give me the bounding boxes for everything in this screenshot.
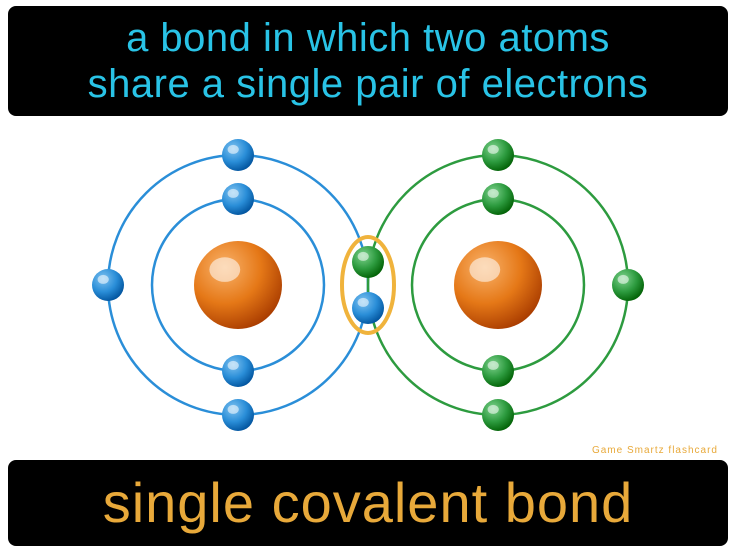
electron-right-3 — [482, 399, 514, 431]
nucleus-left — [194, 241, 282, 329]
definition-line-1: a bond in which two atoms — [126, 15, 610, 61]
electron-left-0 — [222, 139, 254, 171]
electron-left-3 — [222, 399, 254, 431]
bond-diagram — [0, 120, 736, 450]
term-banner: single covalent bond — [8, 460, 728, 546]
electron-right-4 — [612, 269, 644, 301]
definition-line-2: share a single pair of electrons — [88, 61, 649, 107]
term-text: single covalent bond — [103, 471, 634, 535]
definition-banner: a bond in which two atoms share a single… — [8, 6, 728, 116]
electron-left-2 — [222, 355, 254, 387]
shared-electron-1 — [352, 292, 384, 324]
electron-right-2 — [482, 355, 514, 387]
electron-left-1 — [222, 183, 254, 215]
credit-text: Game Smartz flashcard — [592, 445, 718, 456]
electron-right-0 — [482, 139, 514, 171]
nucleus-right — [454, 241, 542, 329]
electron-right-1 — [482, 183, 514, 215]
shared-electron-0 — [352, 246, 384, 278]
electron-left-4 — [92, 269, 124, 301]
